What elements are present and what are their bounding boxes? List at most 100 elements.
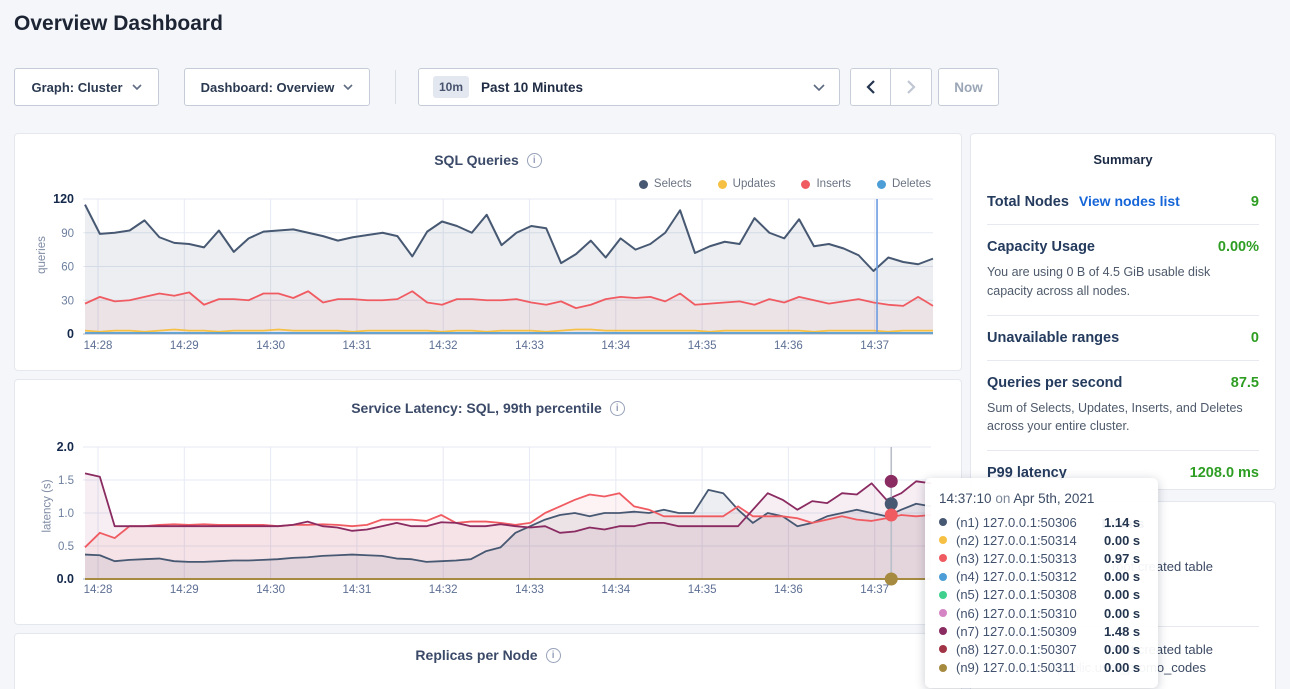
summary-row-capacity: Capacity Usage 0.00% You are using 0 B o… bbox=[971, 239, 1275, 301]
tooltip-node-value: 1.48 s bbox=[1104, 623, 1141, 639]
tooltip-node-value: 0.00 s bbox=[1104, 660, 1141, 676]
svg-text:14:34: 14:34 bbox=[601, 340, 630, 352]
tooltip-node-label: (n6) 127.0.0.1:50310 bbox=[956, 605, 1077, 621]
legend-item-updates[interactable]: Updates bbox=[717, 178, 776, 190]
series-color-dot bbox=[939, 590, 947, 599]
tooltip-row: (n2) 127.0.0.1:50314 0.00 s bbox=[939, 531, 1144, 549]
tooltip-row: (n6) 127.0.0.1:50310 0.00 s bbox=[939, 604, 1144, 622]
svg-text:60: 60 bbox=[61, 262, 74, 274]
tooltip-date: Apr 5th, 2021 bbox=[1013, 491, 1095, 506]
replicas-per-node-card: Replicas per Node i bbox=[14, 633, 962, 689]
unavailable-ranges-label: Unavailable ranges bbox=[987, 329, 1120, 346]
svg-text:2.0: 2.0 bbox=[57, 440, 74, 454]
service-latency-title: Service Latency: SQL, 99th percentile i bbox=[15, 400, 961, 416]
tooltip-node-value: 0.97 s bbox=[1104, 550, 1141, 566]
svg-text:14:31: 14:31 bbox=[343, 340, 372, 352]
graph-dropdown[interactable]: Graph: Cluster bbox=[14, 68, 159, 106]
tooltip-node-value: 0.00 s bbox=[1104, 569, 1141, 585]
svg-text:1.0: 1.0 bbox=[58, 508, 74, 520]
summary-row-qps: Queries per second 87.5 Sum of Selects, … bbox=[971, 375, 1275, 437]
series-color-dot bbox=[939, 536, 947, 545]
sql-queries-chart[interactable]: 0 30 60 90 120 14:28 14:29 14:30 14:31 14:32 14:33… bbox=[15, 134, 961, 370]
svg-text:90: 90 bbox=[61, 228, 74, 240]
svg-text:14:29: 14:29 bbox=[170, 340, 199, 352]
series-color-dot bbox=[939, 645, 947, 654]
time-range-picker[interactable]: 10m Past 10 Minutes bbox=[418, 68, 840, 106]
capacity-usage-value: 0.00% bbox=[1217, 239, 1259, 255]
svg-text:14:32: 14:32 bbox=[429, 340, 458, 352]
capacity-usage-label: Capacity Usage bbox=[987, 239, 1095, 255]
series-color-dot bbox=[939, 663, 947, 672]
series-color-dot bbox=[939, 572, 947, 581]
sql-queries-legend: Selects Updates Inserts Deletes bbox=[638, 178, 931, 190]
tooltip-row: (n5) 127.0.0.1:50308 0.00 s bbox=[939, 586, 1144, 604]
tooltip-row: (n7) 127.0.0.1:50309 1.48 s bbox=[939, 622, 1144, 640]
dashboard-dropdown[interactable]: Dashboard: Overview bbox=[184, 68, 370, 106]
p99-latency-label: P99 latency bbox=[987, 465, 1067, 481]
time-back-button[interactable] bbox=[850, 68, 891, 106]
legend-item-deletes[interactable]: Deletes bbox=[877, 178, 931, 190]
legend-dot bbox=[638, 179, 648, 189]
unavailable-ranges-value: 0 bbox=[1250, 329, 1259, 346]
y-axis-label: latency (s) bbox=[41, 479, 54, 533]
legend-dot bbox=[877, 179, 886, 189]
time-range-label: Past 10 Minutes bbox=[481, 79, 584, 95]
chart-hover-tooltip: 14:37:10 on Apr 5th, 2021 (n1) 127.0.0.1… bbox=[925, 478, 1158, 688]
y-axis-label: queries bbox=[35, 236, 48, 274]
info-icon[interactable]: i bbox=[526, 152, 542, 168]
chevron-down-icon bbox=[343, 84, 353, 90]
queries-per-second-value: 87.5 bbox=[1230, 374, 1259, 391]
service-latency-chart[interactable]: 0.0 0.5 1.0 1.5 2.0 14:28 14:29 14:30 14:31 14:32… bbox=[15, 380, 961, 624]
toolbar-divider bbox=[395, 70, 396, 104]
info-icon[interactable]: i bbox=[609, 400, 625, 416]
sql-queries-card: SQL Queries i Selects Updates Inserts Delete… bbox=[14, 133, 962, 371]
summary-row-unavailable: Unavailable ranges 0 bbox=[971, 330, 1275, 346]
info-icon[interactable]: i bbox=[545, 647, 561, 663]
tooltip-node-label: (n4) 127.0.0.1:50312 bbox=[956, 569, 1077, 585]
svg-text:120: 120 bbox=[53, 192, 74, 206]
summary-title: Summary bbox=[1093, 152, 1153, 167]
capacity-usage-description: You are using 0 B of 4.5 GiB usable disk… bbox=[987, 265, 1211, 298]
time-nav-group bbox=[850, 68, 932, 106]
tooltip-row: (n4) 127.0.0.1:50312 0.00 s bbox=[939, 568, 1144, 586]
legend-label: Updates bbox=[732, 178, 776, 190]
time-range-badge: 10m bbox=[433, 76, 470, 98]
p99-latency-value: 1208.0 ms bbox=[1189, 465, 1259, 481]
svg-text:14:30: 14:30 bbox=[256, 584, 285, 596]
summary-row-p99: P99 latency 1208.0 ms bbox=[971, 465, 1275, 481]
legend-item-selects[interactable]: Selects bbox=[638, 178, 692, 190]
tooltip-node-label: (n8) 127.0.0.1:50307 bbox=[956, 641, 1077, 657]
tooltip-timestamp: 14:37:10 on Apr 5th, 2021 bbox=[939, 491, 1144, 506]
svg-text:0.0: 0.0 bbox=[57, 572, 74, 586]
divider bbox=[987, 359, 1259, 361]
tooltip-rows: (n1) 127.0.0.1:50306 1.14 s (n2) 127.0.0.1… bbox=[939, 513, 1144, 677]
divider bbox=[987, 314, 1259, 316]
svg-text:14:36: 14:36 bbox=[774, 584, 803, 596]
series-color-dot bbox=[939, 627, 947, 636]
legend-label: Deletes bbox=[892, 178, 931, 190]
tooltip-node-value: 0.00 s bbox=[1104, 532, 1141, 548]
tooltip-node-value: 0.00 s bbox=[1104, 641, 1141, 657]
tooltip-on: on bbox=[995, 491, 1011, 506]
now-button[interactable]: Now bbox=[938, 68, 999, 106]
total-nodes-value: 9 bbox=[1250, 194, 1259, 210]
queries-per-second-label: Queries per second bbox=[987, 374, 1123, 391]
svg-text:0: 0 bbox=[67, 327, 74, 341]
service-latency-card: Service Latency: SQL, 99th percentile i l… bbox=[14, 379, 962, 625]
tooltip-node-label: (n5) 127.0.0.1:50308 bbox=[956, 587, 1077, 603]
chevron-down-icon bbox=[813, 83, 825, 91]
view-nodes-list-link[interactable]: View nodes list bbox=[1078, 193, 1180, 209]
svg-text:14:35: 14:35 bbox=[688, 340, 717, 352]
service-latency-title-text: Service Latency: SQL, 99th percentile bbox=[351, 400, 602, 416]
tooltip-node-label: (n3) 127.0.0.1:50313 bbox=[956, 550, 1077, 566]
summary-panel: Summary Total Nodes View nodes list 9 Ca… bbox=[970, 133, 1276, 490]
svg-text:14:32: 14:32 bbox=[429, 584, 458, 596]
replicas-per-node-title: Replicas per Node i bbox=[15, 647, 961, 663]
legend-dot bbox=[801, 179, 811, 189]
time-forward-button[interactable] bbox=[891, 68, 932, 106]
queries-per-second-description: Sum of Selects, Updates, Inserts, and De… bbox=[987, 400, 1243, 434]
tooltip-row: (n8) 127.0.0.1:50307 0.00 s bbox=[939, 640, 1144, 658]
legend-item-inserts[interactable]: Inserts bbox=[801, 178, 851, 190]
replicas-per-node-title-text: Replicas per Node bbox=[415, 647, 538, 663]
svg-text:14:28: 14:28 bbox=[84, 584, 113, 596]
